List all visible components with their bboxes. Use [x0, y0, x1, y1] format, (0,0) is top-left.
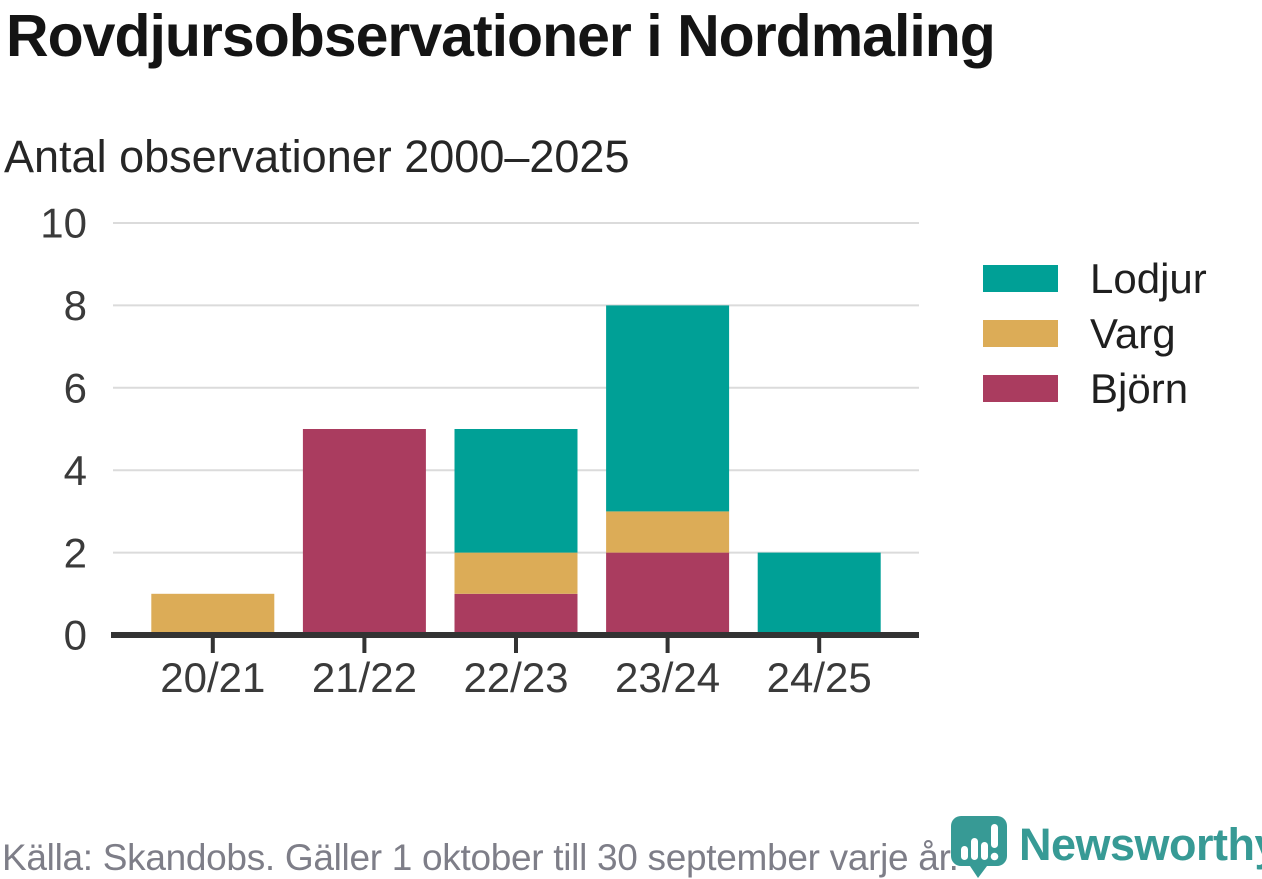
bar-segment-lodjur-22-23 [454, 429, 578, 553]
bar-segment-lodjur-23-24 [606, 305, 730, 512]
bar-segment-varg-23-24 [606, 511, 730, 553]
bar-segment-varg-20-21 [151, 593, 275, 635]
x-tick-label-24-25: 24/25 [767, 654, 872, 701]
bar-segment-lodjur-24-25 [757, 552, 881, 635]
x-tick-label-21-22: 21/22 [312, 654, 417, 701]
x-tick-22-23 [514, 638, 518, 653]
x-tick-20-21 [210, 638, 215, 653]
legend-swatch [983, 375, 1058, 402]
legend-label: Varg [1090, 310, 1176, 357]
x-tick-21-22 [362, 638, 367, 653]
legend-item-lodjur: Lodjur [983, 255, 1207, 302]
chart-legend: Lodjur Varg Björn [983, 255, 1207, 412]
y-tick-label-10: 10 [40, 200, 87, 247]
bar-segment-bj-rn-23-24 [606, 552, 730, 635]
legend-swatch [983, 265, 1058, 292]
bar-segment-bj-rn-22-23 [454, 593, 578, 635]
x-tick-label-20-21: 20/21 [160, 654, 265, 701]
y-tick-label-2: 2 [64, 529, 87, 576]
x-tick-24-25 [817, 638, 822, 653]
legend-label: Björn [1090, 365, 1189, 412]
brand-name: Newsworthy [1019, 819, 1262, 870]
y-tick-label-8: 8 [64, 282, 87, 329]
x-tick-23-24 [665, 638, 670, 653]
legend-label: Lodjur [1090, 255, 1207, 302]
newsworthy-speech-bubble-icon [951, 816, 1007, 878]
x-tick-label-22-23: 22/23 [463, 654, 568, 701]
y-tick-label-4: 4 [64, 447, 87, 494]
page-title: Rovdjursobservationer i Nordmaling [6, 3, 996, 69]
bar-segment-varg-22-23 [454, 552, 578, 594]
brand-logo: Newsworthy [951, 816, 1262, 879]
y-tick-label-0: 0 [64, 612, 87, 659]
y-tick-label-6: 6 [64, 365, 87, 412]
legend-swatch [983, 320, 1058, 347]
x-tick-label-23-24: 23/24 [615, 654, 720, 701]
legend-item-bj-rn: Björn [983, 365, 1207, 412]
bar-segment-bj-rn-21-22 [302, 429, 426, 635]
chart-subtitle: Antal observationer 2000–2025 [4, 131, 630, 182]
source-note: Källa: Skandobs. Gäller 1 oktober till 3… [2, 837, 959, 878]
legend-item-varg: Varg [983, 310, 1207, 357]
